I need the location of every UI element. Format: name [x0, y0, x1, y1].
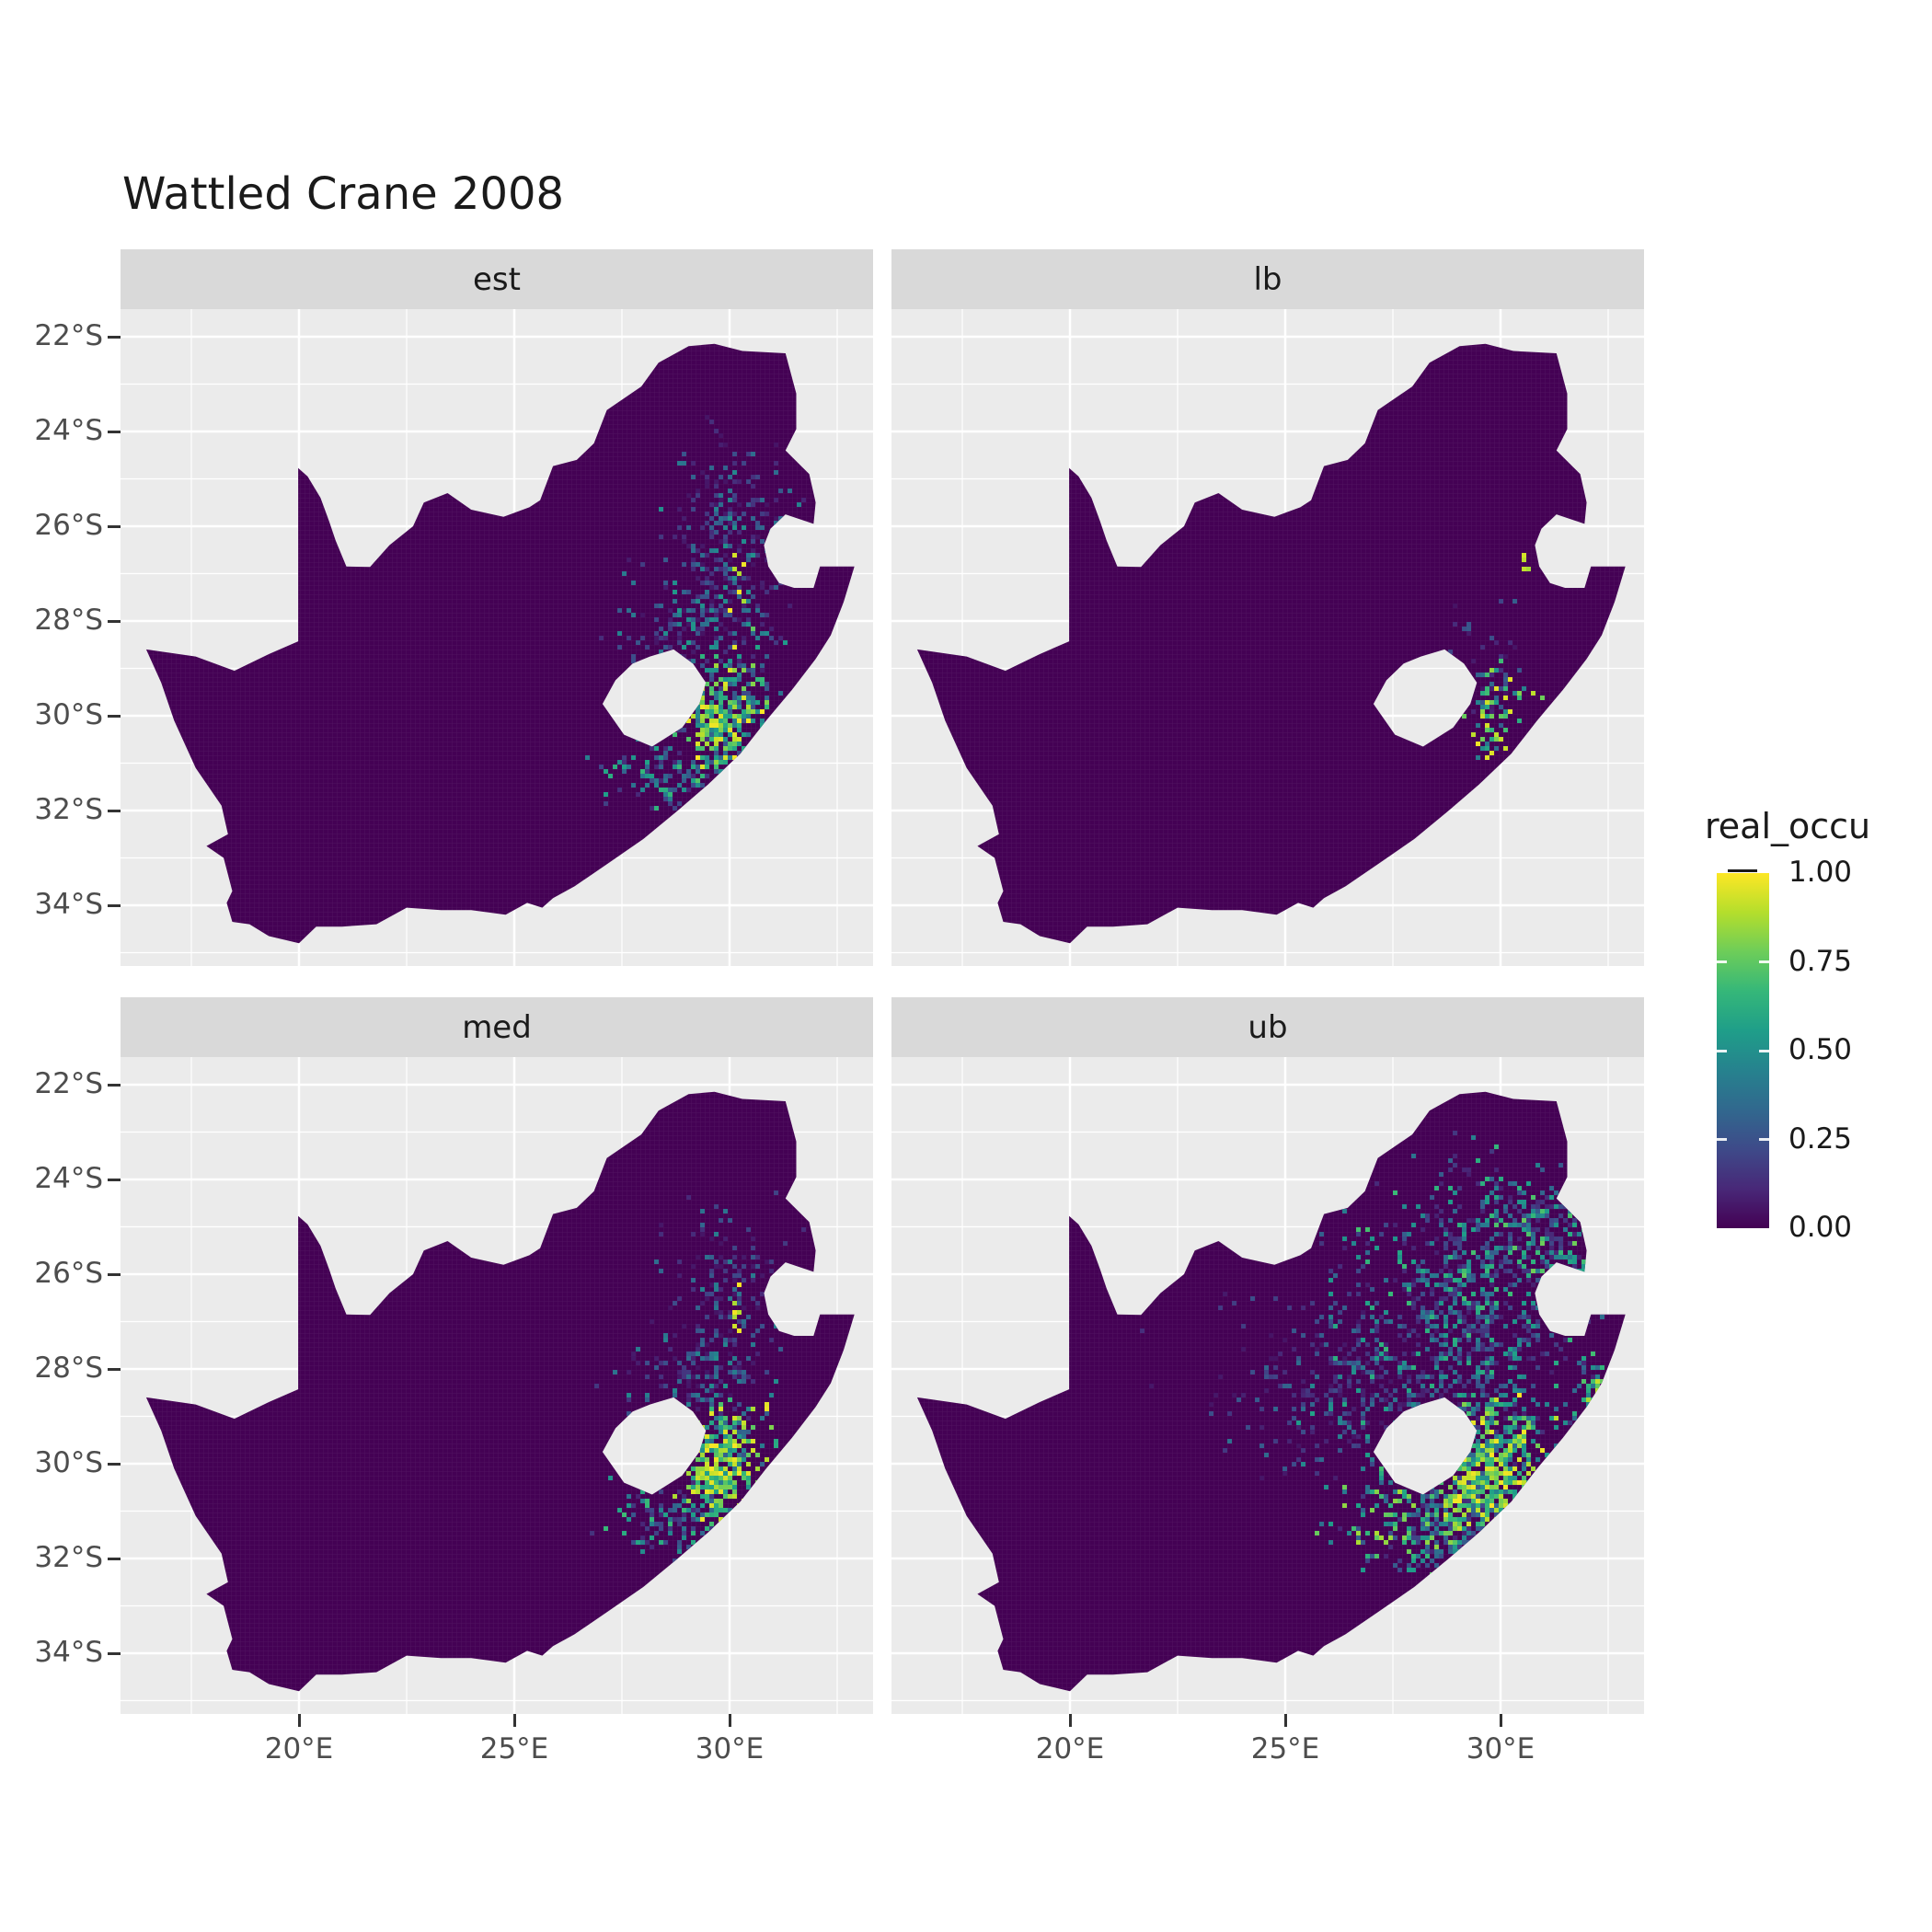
- axis-tick-x: [1499, 1714, 1502, 1727]
- axis-label-y: 28°S: [34, 604, 103, 637]
- axis-tick-y: [108, 903, 121, 907]
- facet-strip-ub: ub: [891, 997, 1644, 1057]
- facet-est: est: [121, 249, 873, 966]
- legend-label: 0.00: [1788, 1211, 1853, 1244]
- map-panel-est: [121, 309, 873, 966]
- legend-tick: [1717, 960, 1727, 963]
- legend-tick: [1717, 1138, 1727, 1141]
- axis-label-x: 20°E: [1035, 1732, 1105, 1765]
- axis-label-y: 26°S: [34, 509, 103, 542]
- legend-label: 0.25: [1788, 1121, 1853, 1156]
- axis-tick-y: [108, 335, 121, 339]
- map-panel-ub: [891, 1057, 1644, 1714]
- legend-top-tick: [1728, 869, 1757, 872]
- axis-label-y: 22°S: [34, 1067, 103, 1100]
- axis-tick-x: [1283, 1714, 1287, 1727]
- axis-tick-y: [108, 1651, 121, 1655]
- axis-label-y: 34°S: [34, 888, 103, 921]
- axis-tick-y: [108, 1178, 121, 1181]
- axis-label-y: 24°S: [34, 414, 103, 447]
- facet-strip-label-lb: lb: [1253, 260, 1282, 298]
- facet-lb: lb: [891, 249, 1644, 966]
- axis-label-y: 22°S: [34, 319, 103, 352]
- axis-tick-x: [512, 1714, 516, 1727]
- axis-tick-y: [108, 1272, 121, 1276]
- legend-tick: [1717, 1049, 1727, 1052]
- axis-tick-y: [108, 1083, 121, 1087]
- facet-strip-label-ub: ub: [1248, 1008, 1288, 1046]
- axis-label-y: 30°S: [34, 1446, 103, 1479]
- axis-label-y: 30°S: [34, 698, 103, 731]
- axis-tick-y: [108, 524, 121, 528]
- legend-tick: [1759, 1049, 1769, 1052]
- facet-strip-est: est: [121, 249, 873, 309]
- legend-label: 0.50: [1788, 1033, 1853, 1066]
- axis-label-y: 24°S: [34, 1162, 103, 1195]
- axis-tick-x: [728, 1714, 731, 1727]
- axis-label-x: 30°E: [1466, 1732, 1535, 1765]
- facet-strip-med: med: [121, 997, 873, 1057]
- axis-label-x: 25°E: [479, 1732, 549, 1765]
- axis-label-y: 32°S: [34, 793, 103, 826]
- map-panel-lb: [891, 309, 1644, 966]
- axis-tick-y: [108, 1367, 121, 1371]
- axis-tick-y: [108, 619, 121, 623]
- axis-tick-y: [108, 1462, 121, 1466]
- facet-strip-lb: lb: [891, 249, 1644, 309]
- axis-tick-x: [297, 1714, 301, 1727]
- facet-ub: ub: [891, 997, 1644, 1714]
- legend-label: 1.00: [1788, 856, 1853, 889]
- legend-tick: [1759, 960, 1769, 963]
- legend-label: 0.75: [1788, 944, 1853, 978]
- axis-tick-y: [108, 714, 121, 718]
- axis-label-x: 25°E: [1250, 1732, 1320, 1765]
- plot-title: Wattled Crane 2008: [122, 168, 565, 220]
- map-panel-med: [121, 1057, 873, 1714]
- facet-strip-label-med: med: [462, 1008, 532, 1046]
- axis-label-y: 34°S: [34, 1636, 103, 1669]
- facet-strip-label-est: est: [473, 260, 521, 298]
- legend-tick: [1759, 1138, 1769, 1141]
- axis-label-x: 20°E: [264, 1732, 334, 1765]
- axis-tick-y: [108, 430, 121, 433]
- axis-tick-x: [1068, 1714, 1072, 1727]
- facet-med: med: [121, 997, 873, 1714]
- axis-label-y: 28°S: [34, 1351, 103, 1385]
- axis-label-x: 30°E: [695, 1732, 765, 1765]
- axis-label-y: 26°S: [34, 1257, 103, 1290]
- legend-title: real_occu: [1705, 806, 1871, 846]
- axis-tick-y: [108, 809, 121, 812]
- axis-tick-y: [108, 1557, 121, 1560]
- axis-label-y: 32°S: [34, 1541, 103, 1574]
